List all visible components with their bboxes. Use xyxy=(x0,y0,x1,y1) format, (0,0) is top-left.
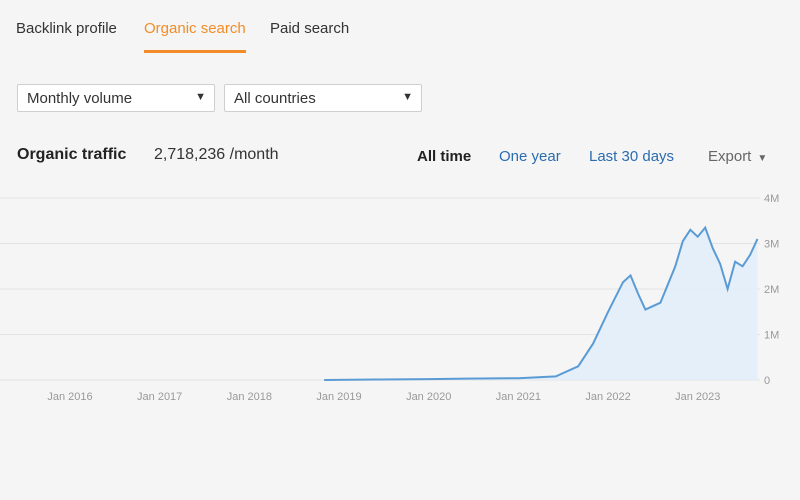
tab-organic-search[interactable]: Organic search xyxy=(144,20,246,53)
x-tick-label: Jan 2018 xyxy=(227,391,272,403)
x-tick-label: Jan 2023 xyxy=(675,391,720,403)
traffic-title: Organic traffic xyxy=(17,146,127,163)
caret-down-icon: ▼ xyxy=(757,153,768,164)
x-tick-label: Jan 2016 xyxy=(47,391,92,403)
tab-backlink-profile[interactable]: Backlink profile xyxy=(16,20,117,37)
export-label: Export xyxy=(708,148,752,165)
range-last-30-days[interactable]: Last 30 days xyxy=(589,148,675,165)
y-tick-label: 1M xyxy=(764,330,779,342)
country-select[interactable]: All countries ▼ xyxy=(224,84,422,112)
tab-paid-search[interactable]: Paid search xyxy=(270,20,350,37)
y-tick-label: 3M xyxy=(764,239,779,251)
range-all-time[interactable]: All time xyxy=(417,148,472,165)
x-tick-label: Jan 2020 xyxy=(406,391,451,403)
traffic-value: 2,718,236 /month xyxy=(154,146,279,163)
y-axis-labels: 0 1M 2M 3M 4M xyxy=(764,193,779,387)
y-tick-label: 2M xyxy=(764,284,779,296)
organic-traffic-chart: Jan 2016 Jan 2017 Jan 2018 Jan 2019 Jan 2020… xyxy=(0,193,779,403)
traffic-line xyxy=(324,225,759,381)
x-axis-labels: Jan 2016 Jan 2017 Jan 2018 Jan 2019 Jan 2020… xyxy=(47,391,720,403)
traffic-area xyxy=(324,227,758,380)
x-tick-label: Jan 2017 xyxy=(137,391,182,403)
y-tick-label: 4M xyxy=(764,193,779,205)
range-one-year[interactable]: One year xyxy=(499,148,561,165)
country-select-value: All countries xyxy=(234,90,316,107)
x-tick-label: Jan 2021 xyxy=(496,391,541,403)
x-tick-label: Jan 2019 xyxy=(316,391,361,403)
volume-select-value: Monthly volume xyxy=(27,90,133,107)
volume-select[interactable]: Monthly volume ▼ xyxy=(17,84,215,112)
caret-down-icon: ▼ xyxy=(402,91,413,103)
caret-down-icon: ▼ xyxy=(195,91,206,103)
y-tick-label: 0 xyxy=(764,375,770,387)
tabs-bar: Backlink profile Organic search Paid sea… xyxy=(0,0,800,58)
x-tick-label: Jan 2022 xyxy=(585,391,630,403)
export-button[interactable]: Export ▼ xyxy=(708,148,767,165)
